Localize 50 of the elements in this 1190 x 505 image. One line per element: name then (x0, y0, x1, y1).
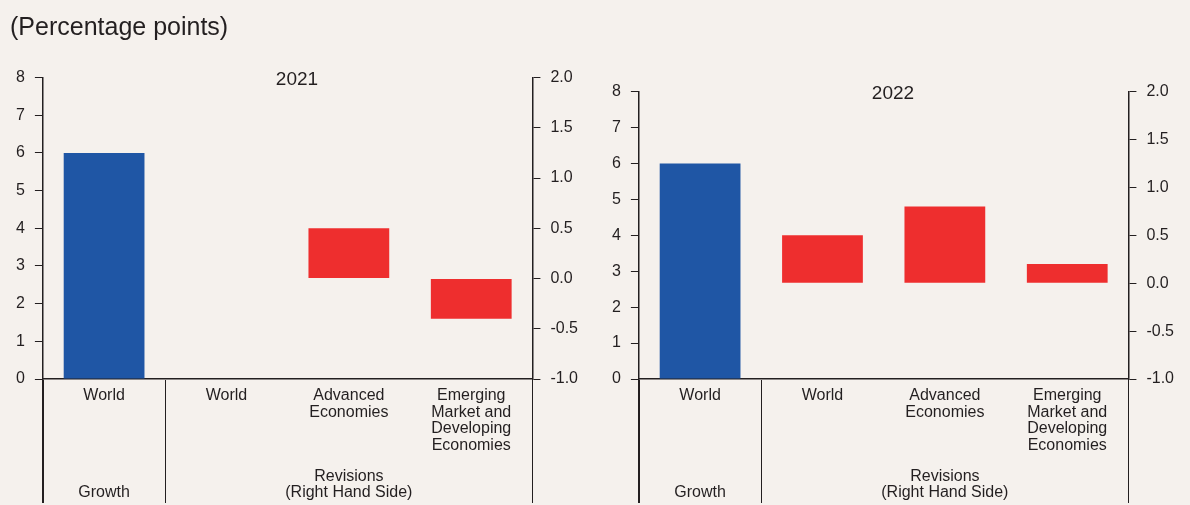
y2-tick-label: 1.5 (1146, 129, 1169, 147)
text: Revisions (Right Hand Side) (285, 467, 413, 501)
x-tick-label: Emerging Market and Developing Economies (431, 385, 512, 454)
y2-tick-label: 0.5 (550, 218, 573, 236)
x-tick-label: Emerging Market and Developing Economies (1027, 385, 1108, 454)
y2-tick-label: 1.5 (550, 118, 573, 136)
y2-tick-label: 0.5 (1146, 225, 1169, 243)
y2-tick-label: -1.0 (1146, 369, 1175, 387)
y2-tick-label: 1.0 (1146, 177, 1169, 195)
y-tick-label: 1 (611, 333, 621, 351)
y-tick-label: 2 (611, 297, 621, 315)
x-tick-label: World (83, 385, 125, 403)
y2-tick-label: 2.0 (550, 68, 573, 86)
y-tick-label: 3 (611, 261, 621, 279)
y2-tick-label: 0.0 (550, 268, 573, 286)
x-tick-label: World (205, 385, 248, 403)
chart-subtitle: (Percentage points) (10, 12, 229, 41)
y-tick-label: 0 (611, 369, 621, 387)
y2-tick-label: 1.0 (550, 168, 573, 186)
y-tick-label: 6 (611, 153, 621, 171)
y-tick-label: 4 (611, 225, 621, 243)
x-tick-label: Advanced Economies (309, 385, 389, 420)
x-tick-label: Advanced Economies (905, 385, 985, 420)
y-tick-label: 8 (611, 82, 621, 100)
y-tick-label: 2 (15, 294, 25, 312)
x-tick-label: World (679, 385, 721, 403)
x-tick-label: World (801, 385, 844, 403)
y-tick-label: 7 (15, 105, 25, 123)
bar (782, 235, 863, 283)
text: Revisions (Right Hand Side) (881, 467, 1009, 501)
y-tick-label: 1 (15, 331, 25, 349)
y2-tick-label: 0.0 (1146, 273, 1169, 291)
text: Growth (78, 483, 130, 501)
y2-tick-label: -1.0 (550, 369, 579, 387)
y-tick-label: 7 (611, 117, 621, 135)
y2-tick-label: -0.5 (1146, 321, 1175, 339)
y-tick-label: 8 (15, 68, 25, 86)
chart-title: 2021 (275, 68, 319, 90)
y-tick-label: 3 (15, 256, 25, 274)
y2-tick-label: -0.5 (550, 319, 579, 337)
bar (1026, 264, 1108, 283)
y2-tick-label: 2.0 (1146, 82, 1169, 100)
y-tick-label: 0 (15, 369, 25, 387)
y-tick-label: 6 (15, 143, 25, 161)
chart-title: 2022 (871, 82, 915, 104)
y-tick-label: 5 (611, 189, 621, 207)
text: Growth (674, 483, 726, 501)
y-tick-label: 4 (15, 218, 25, 236)
y-tick-label: 5 (15, 181, 25, 199)
bar (904, 206, 986, 283)
